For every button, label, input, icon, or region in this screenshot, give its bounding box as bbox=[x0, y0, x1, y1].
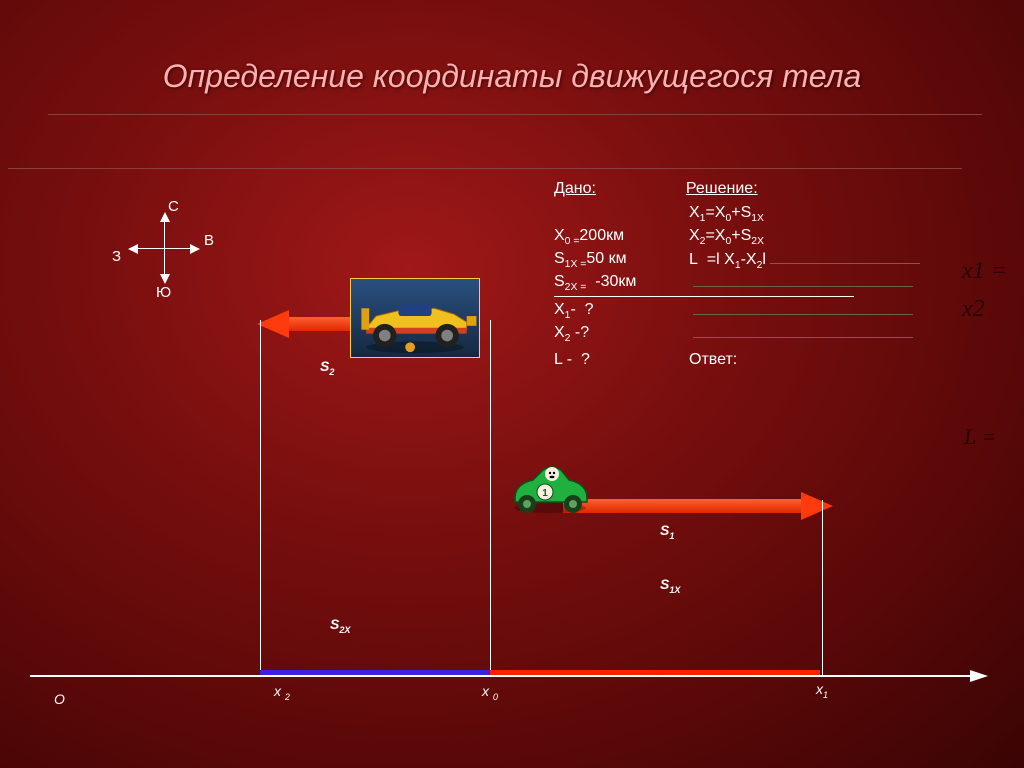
guide-line-x1 bbox=[822, 500, 823, 675]
compass-arrow-down bbox=[160, 274, 170, 284]
x-axis-arrowhead bbox=[970, 670, 988, 682]
margin-note-1: x1 = bbox=[962, 258, 1007, 285]
find-x1: X1- ? bbox=[554, 301, 689, 322]
title-underline-2 bbox=[8, 168, 962, 169]
axis-origin-label: O bbox=[54, 691, 65, 707]
find-l: L - ? bbox=[554, 351, 689, 372]
arrow-s1-head bbox=[801, 492, 833, 520]
svg-text:1: 1 bbox=[542, 488, 548, 499]
guide-line-x2 bbox=[260, 320, 261, 675]
eq-l: L =l X1-X2l bbox=[689, 250, 920, 271]
label-s2x: S2X bbox=[330, 616, 350, 635]
compass-label-east: В bbox=[204, 232, 214, 249]
margin-note-3: L = bbox=[964, 424, 996, 450]
find-x2: X2 -? bbox=[554, 324, 689, 345]
compass-label-west: З bbox=[112, 248, 121, 265]
label-s1: S1 bbox=[660, 522, 674, 541]
given-x0: X0 =200км bbox=[554, 227, 689, 248]
compass-label-north: С bbox=[168, 198, 179, 215]
compass-arrow-left bbox=[128, 244, 138, 254]
title-underline-1 bbox=[48, 114, 982, 115]
eq-x1: X1=X0+S1X bbox=[689, 204, 764, 225]
axis-label-x1: x1 bbox=[816, 681, 828, 700]
guide-line-x0 bbox=[490, 320, 491, 675]
compass-arrow-right bbox=[190, 244, 200, 254]
axis-label-x0: x 0 bbox=[482, 683, 498, 702]
axis-label-x2: x 2 bbox=[274, 683, 290, 702]
margin-note-2: x2 bbox=[962, 296, 985, 323]
solution-divider bbox=[554, 296, 854, 297]
x-axis-line bbox=[30, 675, 970, 677]
compass-vertical-line bbox=[164, 220, 165, 276]
header-solution: Решение: bbox=[686, 180, 758, 198]
arrow-s2-head bbox=[257, 310, 289, 338]
race-car-icon bbox=[350, 278, 480, 358]
eq-x2: X2=X0+S2X bbox=[689, 227, 764, 248]
given-s1x: S1X =50 км bbox=[554, 250, 689, 271]
compass-label-south: Ю bbox=[156, 284, 171, 301]
answer-label: Ответ: bbox=[689, 351, 737, 372]
slide-title: Определение координаты движущегося тела bbox=[0, 58, 1024, 95]
solution-panel: Дано: Решение: X1=X0+S1X X0 =200кмX2=X0+… bbox=[554, 180, 920, 374]
label-s1x: S1X bbox=[660, 576, 680, 595]
compass-rose: С Ю В З bbox=[136, 220, 192, 276]
green-car-icon: 1 bbox=[505, 460, 595, 515]
arrow-s1 bbox=[563, 492, 833, 520]
arrow-s1-shaft bbox=[563, 499, 801, 513]
given-s2x: S2X = -30км bbox=[554, 273, 689, 294]
header-given: Дано: bbox=[554, 180, 596, 198]
label-s2: S2 bbox=[320, 358, 334, 377]
